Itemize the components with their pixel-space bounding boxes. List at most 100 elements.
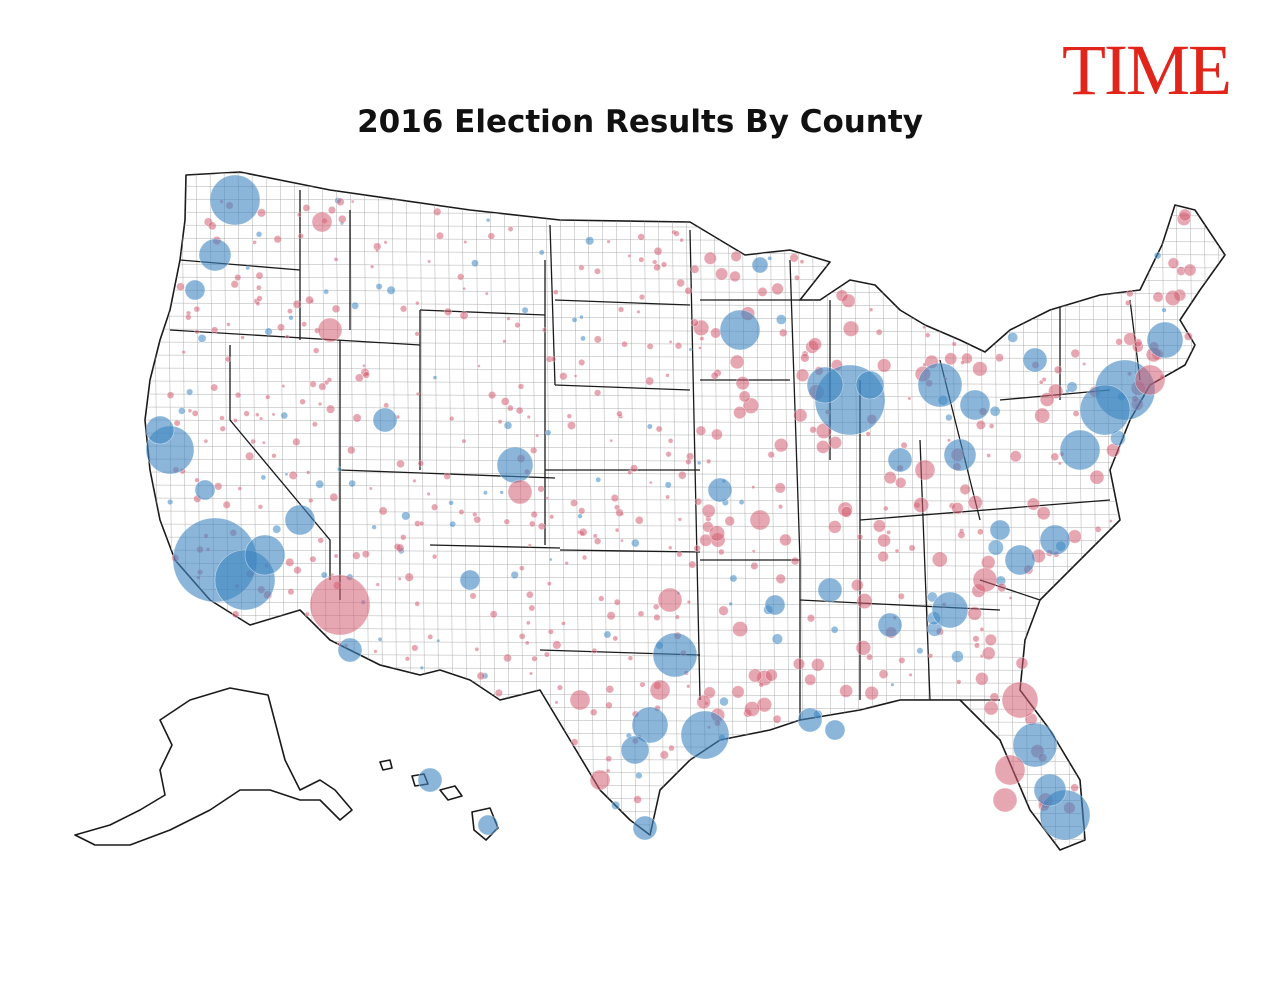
republican-bubble xyxy=(630,464,639,473)
republican-bubble xyxy=(718,548,725,556)
democrat-bubble xyxy=(499,490,504,495)
republican-bubble xyxy=(927,653,934,659)
republican-bubble xyxy=(194,477,200,483)
republican-bubble xyxy=(866,653,874,661)
republican-bubble xyxy=(524,640,530,646)
democrat-bubble xyxy=(538,249,545,256)
republican-bubble xyxy=(1038,379,1044,385)
republican-bubble xyxy=(606,239,611,244)
republican-bubble xyxy=(1072,410,1080,417)
republican-bubble xyxy=(237,486,243,491)
republican-bubble xyxy=(528,604,536,612)
republican-bubble xyxy=(652,259,658,265)
democrat-bubble xyxy=(194,479,216,501)
republican-bubble xyxy=(415,391,420,397)
republican-bubble xyxy=(779,328,788,338)
republican-bubble xyxy=(506,316,511,321)
democrat-bubble xyxy=(432,375,438,380)
democrat-bubble xyxy=(503,421,513,430)
republican-bubble xyxy=(549,514,555,520)
republican-bubble xyxy=(1167,257,1180,269)
republican-bubble xyxy=(265,394,271,400)
republican-bubble xyxy=(981,555,996,570)
republican-bubble xyxy=(1089,469,1105,485)
republican-bubble xyxy=(757,286,768,297)
republican-bubble xyxy=(856,593,873,609)
republican-bubble xyxy=(975,672,989,686)
republican-bubble xyxy=(271,453,277,459)
republican-bubble xyxy=(529,520,536,528)
republican-bubble xyxy=(506,404,514,412)
republican-bubble xyxy=(606,611,616,621)
democrat-bubble xyxy=(646,423,653,430)
democrat-bubble xyxy=(315,479,325,489)
democrat-bubble xyxy=(544,429,552,436)
republican-bubble xyxy=(738,390,751,403)
democrat-bubble xyxy=(797,707,823,733)
republican-bubble xyxy=(851,578,864,592)
republican-bubble xyxy=(347,445,356,455)
republican-bubble xyxy=(679,237,684,243)
republican-bubble xyxy=(698,346,702,350)
republican-bubble xyxy=(609,438,614,443)
republican-bubble xyxy=(809,426,817,434)
republican-bubble xyxy=(749,509,771,531)
democrat-bubble xyxy=(652,632,698,678)
democrat-bubble xyxy=(943,438,977,472)
republican-bubble xyxy=(333,257,339,262)
republican-bubble xyxy=(865,431,871,437)
hawaii-island-3 xyxy=(439,785,463,801)
republican-bubble xyxy=(176,282,185,292)
republican-bubble xyxy=(309,380,317,388)
democrat-bubble xyxy=(284,504,316,536)
democrat-bubble xyxy=(449,520,457,528)
republican-bubble xyxy=(733,406,747,420)
republican-bubble xyxy=(984,633,997,646)
democrat-bubble xyxy=(372,407,398,433)
democrat-bubble xyxy=(890,682,895,687)
republican-bubble xyxy=(668,340,673,344)
republican-bubble xyxy=(645,376,655,386)
democrat-bubble xyxy=(417,767,443,793)
republican-bubble xyxy=(292,437,301,447)
republican-bubble xyxy=(1108,519,1113,523)
republican-bubble xyxy=(605,755,613,763)
republican-bubble xyxy=(907,396,912,401)
republican-bubble xyxy=(243,410,250,417)
democrat-bubble xyxy=(611,800,621,810)
republican-bubble xyxy=(507,226,514,232)
republican-bubble xyxy=(564,561,569,566)
republican-bubble xyxy=(638,293,646,301)
republican-bubble xyxy=(591,647,598,654)
republican-bubble xyxy=(302,204,311,212)
democrat-bubble xyxy=(1007,332,1019,343)
republican-bubble xyxy=(981,646,996,661)
republican-bubble xyxy=(173,419,181,427)
republican-bubble xyxy=(972,635,980,643)
republican-bubble xyxy=(287,308,293,315)
democrat-bubble xyxy=(738,499,745,506)
republican-bubble xyxy=(1082,362,1087,366)
republican-bubble xyxy=(1057,461,1062,466)
democrat-bubble xyxy=(688,347,693,352)
republican-bubble xyxy=(806,614,816,623)
republican-bubble xyxy=(994,353,1004,363)
republican-bubble xyxy=(308,497,314,504)
republican-bubble xyxy=(1183,331,1193,341)
republican-bubble xyxy=(414,331,420,337)
republican-bubble xyxy=(701,503,716,518)
republican-bubble xyxy=(897,592,905,600)
republican-bubble xyxy=(972,567,998,593)
republican-bubble xyxy=(914,459,936,481)
democrat-bubble xyxy=(284,472,289,477)
democrat-bubble xyxy=(571,316,578,323)
republican-bubble xyxy=(840,506,853,518)
democrat-bubble xyxy=(1039,524,1071,556)
democrat-bubble xyxy=(320,571,328,579)
republican-bubble xyxy=(973,642,981,649)
republican-bubble xyxy=(612,635,619,642)
republican-bubble xyxy=(362,371,370,379)
republican-bubble xyxy=(922,325,926,330)
time-logo: TIME xyxy=(1062,30,1232,110)
republican-bubble xyxy=(547,628,554,635)
